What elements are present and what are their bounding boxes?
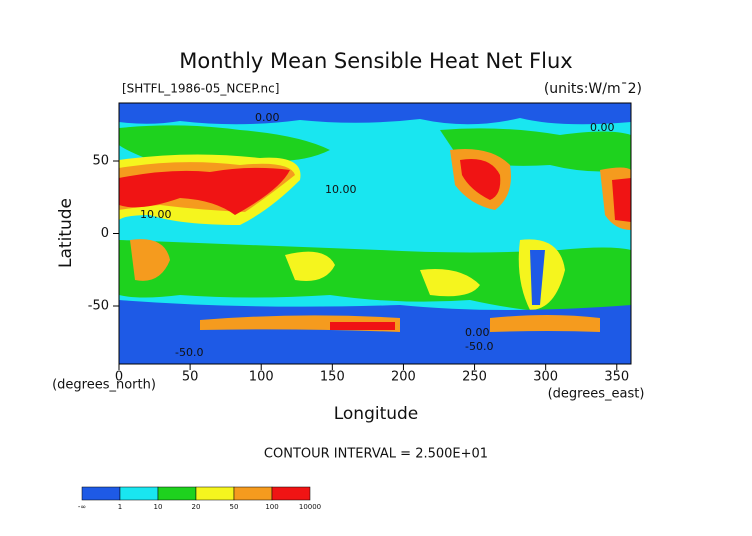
colorbar-label: 100	[265, 503, 278, 511]
contour-label: 10.00	[140, 208, 172, 221]
x-tick-label: 0	[115, 370, 123, 385]
colorbar-swatch	[157, 486, 197, 501]
contour-interval: CONTOUR INTERVAL = 2.500E+01	[264, 447, 488, 462]
colorbar-swatch	[271, 486, 311, 501]
colorbar-label: 10000	[299, 503, 321, 511]
field-patch	[490, 315, 600, 332]
contour-label: 0.00	[465, 326, 490, 339]
x-tick-label: 300	[533, 370, 558, 385]
field-patch	[119, 125, 330, 164]
colorbar-label: -∞	[78, 503, 86, 511]
y-units: (degrees_north)	[52, 378, 156, 393]
contour-field	[119, 103, 631, 364]
chart-title: Monthly Mean Sensible Heat Net Flux	[179, 49, 572, 73]
x-tick-label: 350	[604, 370, 629, 385]
units-label: (units:W/m¯2)	[544, 81, 642, 97]
contour-label: 0.00	[255, 111, 280, 124]
colorbar-swatch	[119, 486, 159, 501]
colorbar-label: 1	[118, 503, 122, 511]
y-tick-label: 50	[92, 154, 109, 169]
x-tick-label: 200	[391, 370, 416, 385]
x-axis-label: Longitude	[334, 404, 419, 424]
field-patch	[130, 239, 170, 281]
field-patch	[530, 250, 545, 305]
contour-label: -50.0	[175, 346, 203, 359]
colorbar-label: 50	[230, 503, 239, 511]
field-patch	[285, 251, 335, 281]
y-tick-label: 0	[101, 226, 109, 241]
x-tick-label: 50	[182, 370, 199, 385]
y-tick-label: -50	[88, 299, 109, 314]
field-patch	[612, 178, 631, 222]
field-patch	[420, 269, 480, 297]
field-patch	[119, 300, 631, 364]
field-patch	[119, 240, 631, 314]
x-tick-label: 100	[249, 370, 274, 385]
field-patch	[119, 167, 290, 215]
file-label: [SHTFL_1986-05_NCEP.nc]	[122, 82, 279, 96]
colorbar-label: 20	[192, 503, 201, 511]
colorbar-label: 10	[154, 503, 163, 511]
contour-label: -50.0	[465, 340, 493, 353]
x-tick-label: 250	[462, 370, 487, 385]
x-units: (degrees_east)	[548, 387, 645, 402]
x-tick-label: 150	[320, 370, 345, 385]
y-axis-label: Latitude	[56, 198, 76, 268]
field-patch	[119, 103, 631, 125]
contour-label: 10.00	[325, 183, 357, 196]
field-patch	[460, 159, 501, 200]
colorbar-swatch	[195, 486, 235, 501]
contour-label: 0.00	[590, 121, 615, 134]
field-patch	[330, 322, 395, 330]
colorbar-swatch	[81, 486, 121, 501]
colorbar-swatch	[233, 486, 273, 501]
